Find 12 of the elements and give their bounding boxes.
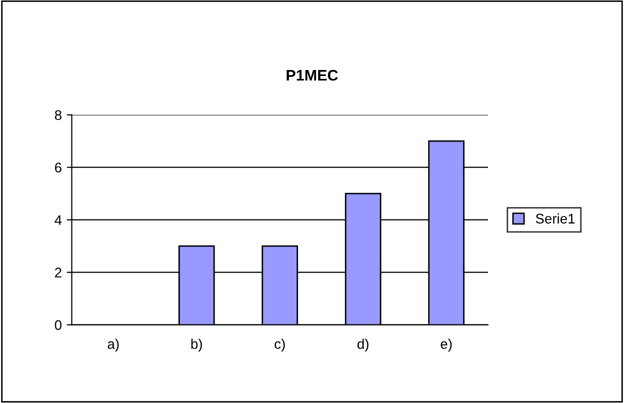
y-tick-label: 4 <box>54 215 62 225</box>
x-tick-label: a) <box>108 338 119 352</box>
x-tick-label: e) <box>440 338 452 352</box>
y-tick-label: 2 <box>55 268 62 278</box>
y-tick-label: 6 <box>55 162 62 173</box>
y-tick-label: 0 <box>54 320 62 330</box>
x-tick-label: d) <box>358 338 368 352</box>
x-tick-label: c) <box>274 338 285 352</box>
chart-title: P1MEC <box>286 70 338 81</box>
y-tick-label: 8 <box>54 110 62 120</box>
x-tick-label: b) <box>191 338 202 352</box>
legend-label: Serie1 <box>536 213 575 224</box>
